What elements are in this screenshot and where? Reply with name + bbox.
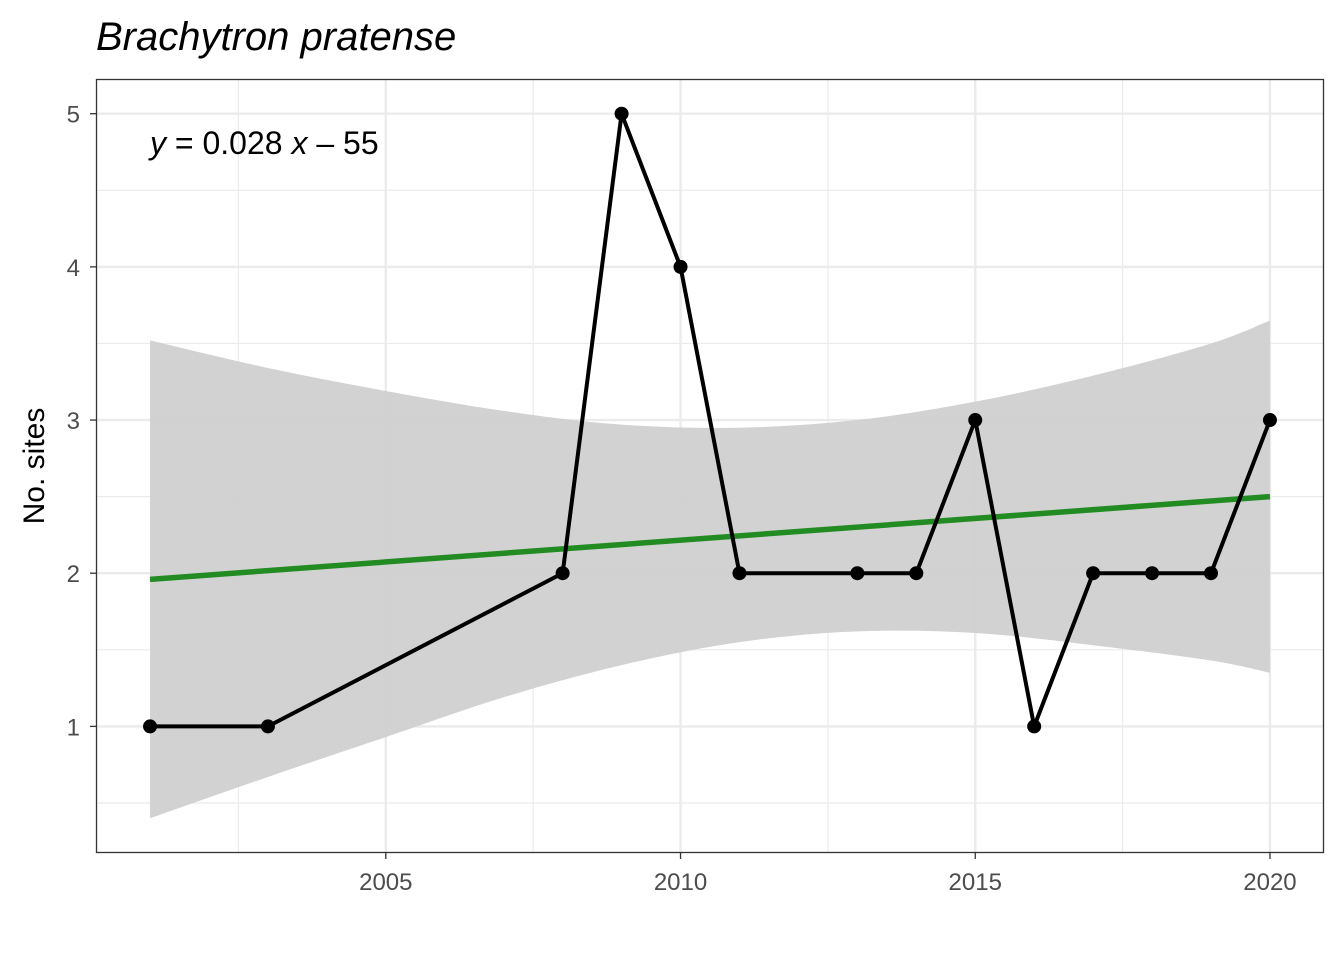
- equation-x-var: x: [289, 125, 308, 161]
- x-axis-ticks: 2005 2010 2015 2020: [359, 852, 1297, 896]
- data-point: [850, 566, 865, 581]
- data-series-layer: [143, 106, 1277, 734]
- confidence-band-layer: [150, 320, 1270, 819]
- x-tick-label: 2020: [1243, 869, 1296, 896]
- data-point: [143, 719, 158, 734]
- data-point: [614, 106, 629, 121]
- series-line: [150, 111, 1272, 729]
- trend-line-layer: [149, 493, 1271, 583]
- y-tick-label: 3: [67, 408, 80, 435]
- x-tick-label: 2010: [654, 869, 707, 896]
- data-point: [968, 413, 983, 428]
- data-point: [1086, 566, 1101, 581]
- y-tick-label: 1: [67, 714, 80, 741]
- y-tick-label: 5: [67, 102, 80, 129]
- panel-border: [95, 78, 1325, 854]
- data-point: [1027, 719, 1042, 734]
- equation-intercept: – 55: [307, 125, 378, 161]
- y-tick-label: 2: [67, 561, 80, 588]
- trend-equation: y = 0.028 x – 55: [148, 125, 379, 161]
- chart-title: Brachytron pratense: [96, 15, 456, 59]
- data-point: [909, 566, 924, 581]
- confidence-band: [150, 320, 1270, 819]
- y-axis-title: No. sites: [18, 408, 51, 525]
- y-tick-label: 4: [67, 255, 80, 282]
- x-tick-label: 2015: [949, 869, 1002, 896]
- data-point: [1145, 566, 1160, 581]
- data-point: [1262, 413, 1277, 428]
- y-axis-ticks: 1 2 3 4 5: [67, 102, 97, 741]
- trend-line: [149, 493, 1271, 583]
- x-tick-label: 2005: [359, 869, 412, 896]
- data-point: [732, 566, 747, 581]
- equation-coefficient: = 0.028: [166, 125, 291, 161]
- equation-y-var: y: [148, 125, 168, 161]
- data-point: [555, 566, 570, 581]
- data-point: [1204, 566, 1219, 581]
- data-point: [260, 719, 275, 734]
- data-point: [673, 259, 688, 274]
